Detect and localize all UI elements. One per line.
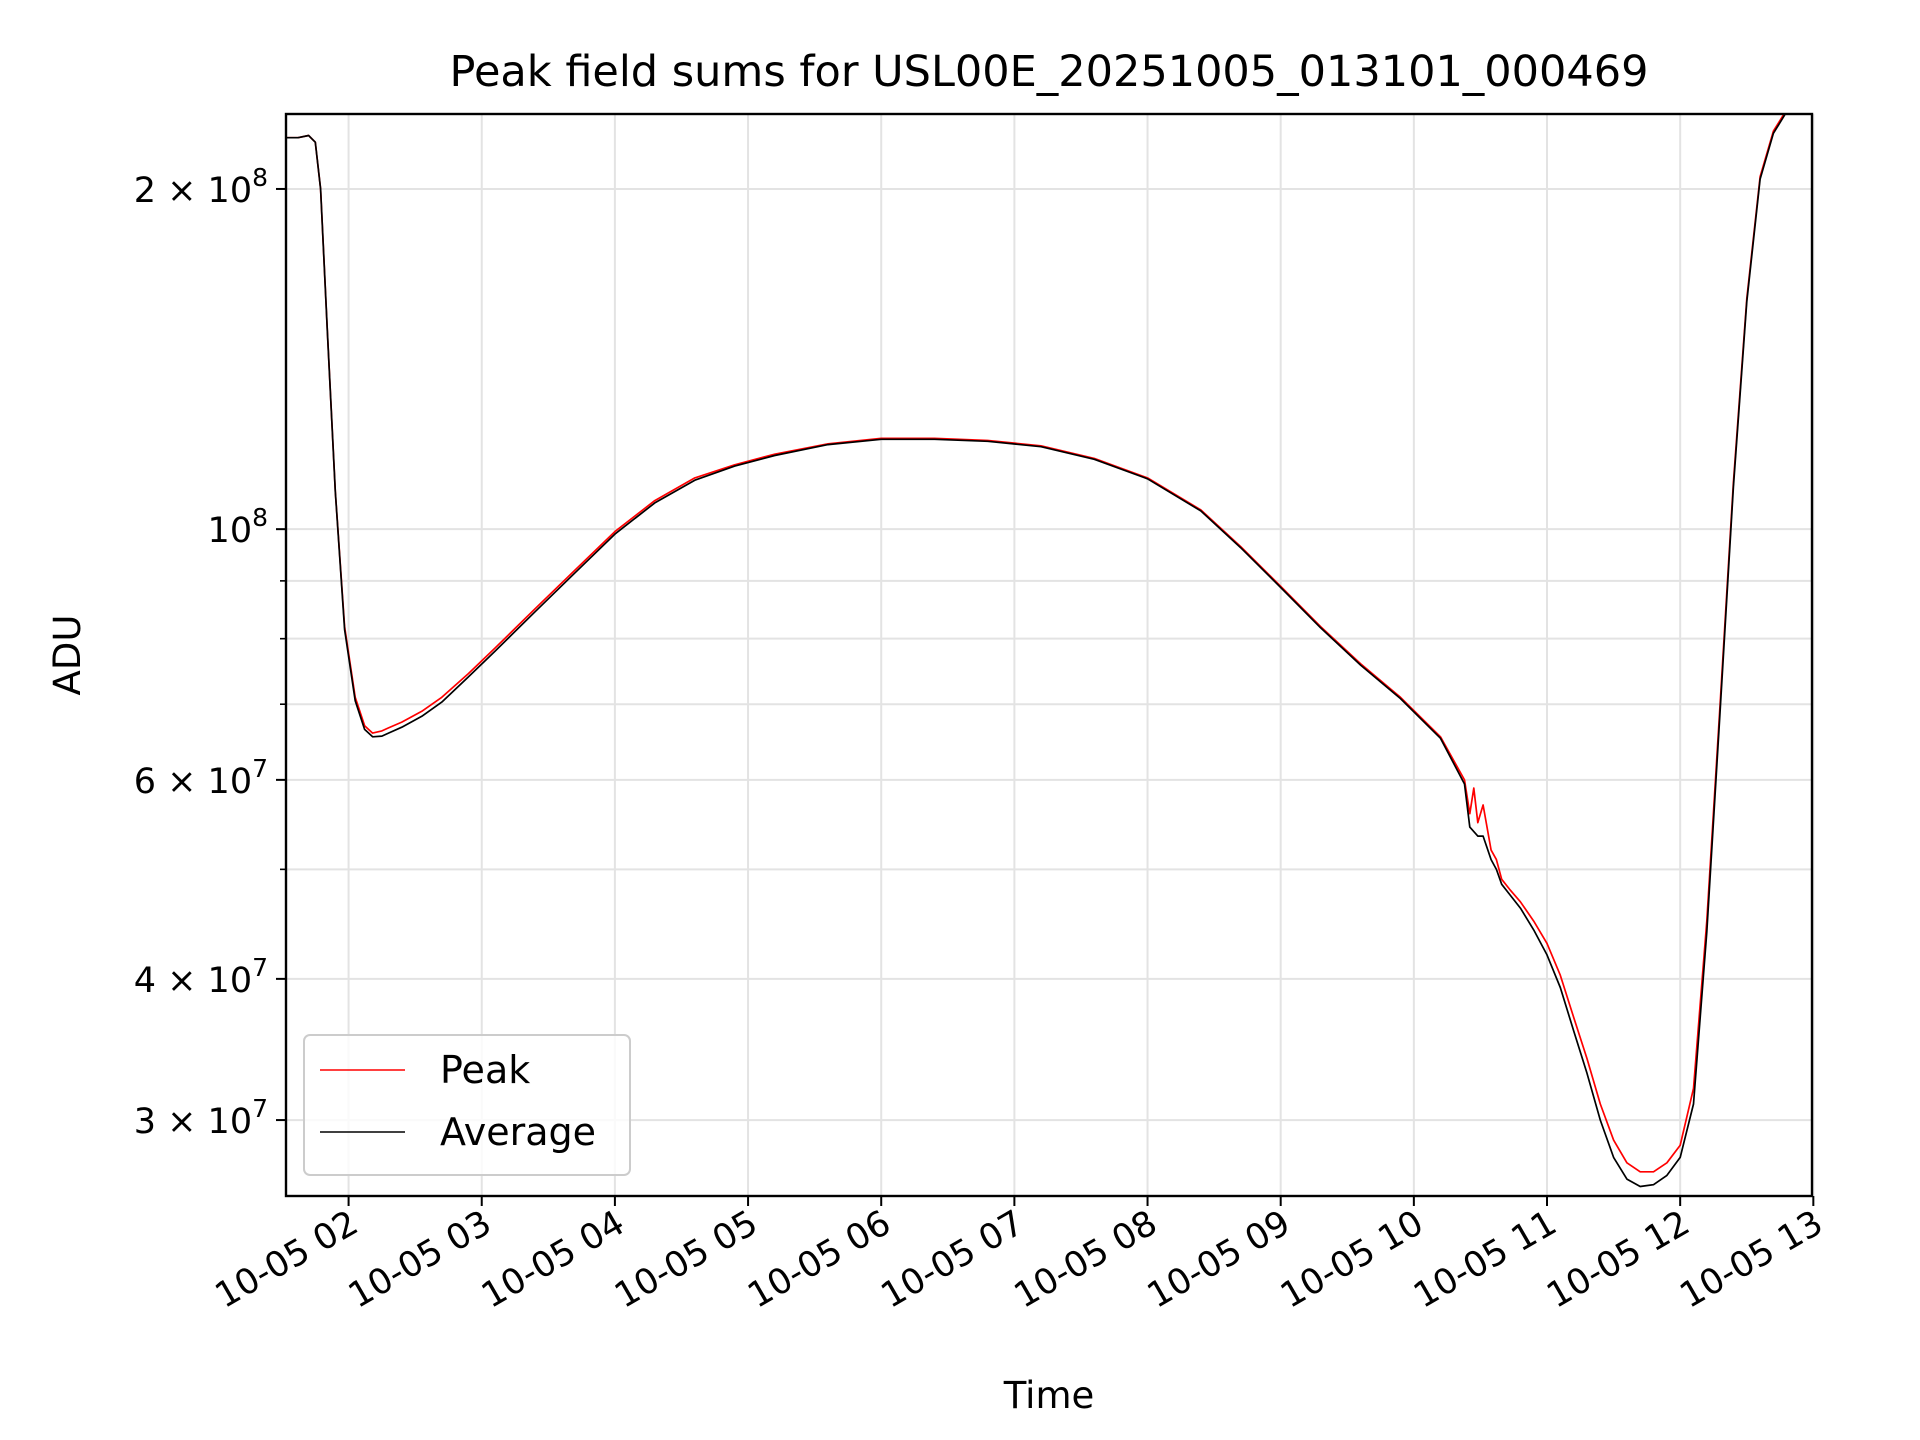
y-tick-label: 6 × 107 [134, 754, 268, 802]
x-tick-label: 10-05 06 [741, 1203, 897, 1316]
series-line-average [286, 114, 1787, 1188]
x-tick-label: 10-05 13 [1674, 1203, 1830, 1316]
x-tick-label: 10-05 11 [1407, 1203, 1563, 1316]
y-axis: 2 × 108 108 6 × 107 4 × 107 3 × 107 [134, 163, 286, 1142]
plot-frame [284, 112, 1814, 1198]
x-gridlines [347, 114, 1815, 1196]
x-tick-label: 10-05 02 [209, 1203, 365, 1316]
x-tick-label: 10-05 07 [875, 1203, 1031, 1316]
legend: Peak Average [303, 1034, 631, 1176]
legend-label-average: Average [440, 1110, 596, 1154]
x-tick-label: 10-05 04 [475, 1203, 631, 1316]
y-tick-label: 4 × 107 [134, 953, 268, 1001]
y-tick-label: 3 × 107 [134, 1094, 268, 1142]
chart-title: Peak field sums for USL00E_20251005_0131… [450, 47, 1649, 97]
legend-label-peak: Peak [440, 1048, 530, 1092]
y-gridlines [286, 187, 1812, 1122]
y-tick-label: 108 [208, 503, 268, 551]
y-axis-label: ADU [46, 615, 89, 696]
x-tick-label: 10-05 10 [1274, 1203, 1430, 1316]
x-tick-label: 10-05 09 [1141, 1203, 1297, 1316]
x-tick-label: 10-05 05 [608, 1203, 764, 1316]
x-tick-label: 10-05 03 [342, 1203, 498, 1316]
x-tick-label: 10-05 12 [1540, 1203, 1696, 1316]
series-layer [286, 114, 1787, 1188]
x-tick-label: 10-05 08 [1008, 1203, 1164, 1316]
y-tick-label: 2 × 108 [134, 163, 268, 211]
x-axis-label: Time [1003, 1374, 1095, 1417]
